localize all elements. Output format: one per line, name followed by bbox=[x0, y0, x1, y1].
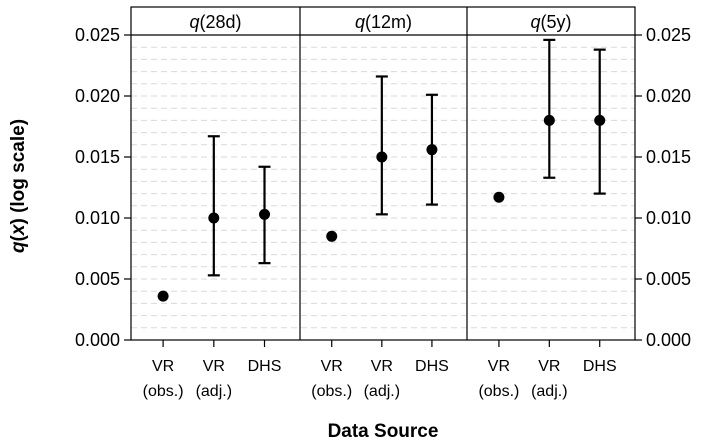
y-tick-label-right: 0.010 bbox=[646, 208, 691, 228]
y-axis-left: 0.000 0.005 0.010 0.015 0.020 0.025 bbox=[75, 25, 131, 350]
frame-layer bbox=[130, 6, 636, 341]
y-tick-label-left: 0.025 bbox=[75, 25, 120, 45]
y-tick-label-right: 0.025 bbox=[646, 25, 691, 45]
data-point bbox=[376, 151, 388, 163]
y-tick-label-right: 0.000 bbox=[646, 330, 691, 350]
x-tick-label-line2: (adj.) bbox=[364, 383, 400, 400]
y-tick-label-right: 0.015 bbox=[646, 147, 691, 167]
x-tick-label: VR bbox=[488, 358, 510, 375]
data-point bbox=[426, 144, 438, 156]
plot-frame bbox=[130, 6, 636, 341]
y-tick-label-right: 0.020 bbox=[646, 86, 691, 106]
panel-title-q: q bbox=[355, 12, 365, 32]
panel-title-q: q bbox=[530, 12, 540, 32]
y-tick-label-left: 0.020 bbox=[75, 86, 120, 106]
data-point bbox=[594, 114, 606, 126]
y-tick-label-left: 0.015 bbox=[75, 147, 120, 167]
data-point bbox=[493, 191, 505, 203]
strip-layer: q(28d) q(12m) q(5y) bbox=[189, 12, 571, 32]
data-point bbox=[157, 290, 169, 302]
panel-title-q: q bbox=[189, 12, 199, 32]
x-tick-label-line2: (obs.) bbox=[311, 383, 352, 400]
data-marks bbox=[157, 38, 606, 302]
y-axis-right: 0.000 0.005 0.010 0.015 0.020 0.025 bbox=[635, 25, 691, 350]
panel-title: q(28d) bbox=[189, 12, 241, 32]
x-tick-label: DHS bbox=[415, 358, 449, 375]
data-point bbox=[208, 212, 220, 224]
x-tick-label: VR bbox=[321, 358, 343, 375]
x-tick-label: VR bbox=[203, 358, 225, 375]
panel-title: q(12m) bbox=[355, 12, 412, 32]
panel-title-rest: (5y) bbox=[541, 12, 572, 32]
y-axis-title-rest: ) (log scale) bbox=[8, 119, 29, 225]
x-tick-label: DHS bbox=[583, 358, 617, 375]
y-tick-label-right: 0.005 bbox=[646, 269, 691, 289]
x-tick-label: DHS bbox=[248, 358, 282, 375]
y-tick-label-left: 0.000 bbox=[75, 330, 120, 350]
x-tick-label: VR bbox=[152, 358, 174, 375]
x-tick-label-line2: (obs.) bbox=[478, 383, 519, 400]
data-point bbox=[259, 208, 271, 220]
data-point bbox=[543, 114, 555, 126]
x-tick-label: VR bbox=[538, 358, 560, 375]
x-axis: VR (obs.) VR (adj.) DHS VR (obs.) VR (adj.) DHS VR… bbox=[143, 340, 617, 400]
y-axis-title-q: q bbox=[8, 241, 29, 253]
x-tick-label-line2: (adj.) bbox=[196, 383, 232, 400]
y-tick-label-left: 0.010 bbox=[75, 208, 120, 228]
y-tick-label-left: 0.005 bbox=[75, 269, 120, 289]
data-point bbox=[326, 230, 338, 242]
y-axis-title-x: x bbox=[8, 223, 29, 236]
x-axis-title: Data Source bbox=[328, 421, 439, 442]
y-axis-title: q(x) (log scale) bbox=[8, 119, 29, 253]
panel-title-rest: (12m) bbox=[365, 12, 412, 32]
panel-title-rest: (28d) bbox=[199, 12, 241, 32]
grid-layer bbox=[131, 34, 635, 329]
panel-title: q(5y) bbox=[530, 12, 571, 32]
x-tick-label-line2: (obs.) bbox=[143, 383, 184, 400]
y-axis-title-open: ( bbox=[8, 234, 29, 241]
x-tick-label: VR bbox=[371, 358, 393, 375]
x-tick-label-line2: (adj.) bbox=[531, 383, 567, 400]
